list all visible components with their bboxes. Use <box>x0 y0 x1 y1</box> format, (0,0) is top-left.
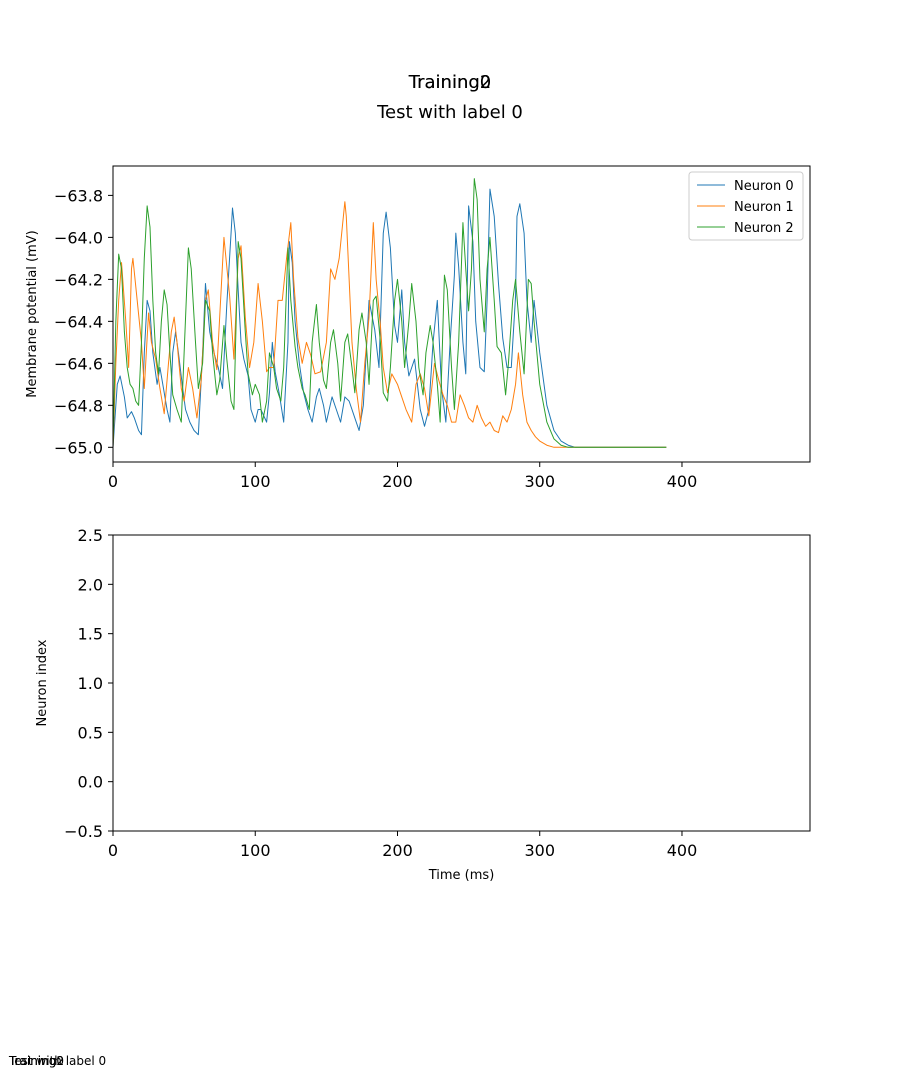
panel1-xtick-label: 100 <box>240 472 271 491</box>
panel1-legend-label-0: Neuron 0 <box>734 179 794 194</box>
panel2-xtick-label: 200 <box>382 841 413 860</box>
panel2-xtick-label: 100 <box>240 841 271 860</box>
panel2-ytick-label: 0.0 <box>78 773 103 792</box>
panel2-ytick-label: 0.5 <box>78 723 103 742</box>
panel2-xtick-label: 0 <box>108 841 118 860</box>
panel1-ytick-label: −64.0 <box>54 228 103 247</box>
panel1-ytick-label: −64.8 <box>54 396 103 415</box>
panel1-legend-label-2: Neuron 2 <box>734 221 794 236</box>
panel2-xtick-label: 300 <box>524 841 555 860</box>
panel1-ytick-label: −63.8 <box>54 186 103 205</box>
panel2-ytick-label: 2.0 <box>78 575 103 594</box>
panel1-ytick-label: −64.2 <box>54 270 103 289</box>
panel2-frame <box>112 534 811 832</box>
panel1-xtick-label: 200 <box>382 472 413 491</box>
figure-title: Training0 <box>408 72 492 93</box>
panel2-axes: 0 100 200 300 400 2.5 2.0 1.5 1.0 0.5 0.0 −0.5 Neuro… <box>35 526 811 883</box>
panel1-series-line-0 <box>113 188 667 448</box>
panel1-legend-label-1: Neuron 1 <box>734 200 794 215</box>
panel1-frame <box>112 165 811 463</box>
panel2-ylabel: Neuron index <box>35 639 50 726</box>
panel1-ytick-label: −64.6 <box>54 354 103 373</box>
panel1-xtick-label: 400 <box>667 472 698 491</box>
panel2-ytick-label: 2.5 <box>78 526 103 545</box>
panel1-ytick-label: −65.0 <box>54 438 103 457</box>
panel2-ytick-label: 1.0 <box>78 674 103 693</box>
figure-title-overlap: Training2 <box>408 72 492 93</box>
panel1-ylabel: Membrane potential (mV) <box>25 230 40 397</box>
footer-caption-test-label: Test with label 0 <box>9 1054 107 1068</box>
panel1-series-line-1 <box>113 201 667 448</box>
panel2-xtick-label: 400 <box>667 841 698 860</box>
footer-caption: Training0 <box>9 1054 64 1068</box>
panel1-legend-box <box>688 171 804 241</box>
panel1-legend: Neuron 0 Neuron 1 Neuron 2 <box>688 171 804 241</box>
panel2-ytick-label: 1.5 <box>78 625 103 644</box>
panel1-ytick-label: −64.4 <box>54 312 103 331</box>
panel1-series-line-2 <box>113 178 667 448</box>
footer-caption-overlap: Training2 <box>9 1054 64 1068</box>
panel2-ytick-label: −0.5 <box>64 822 103 841</box>
figure-subtitle: Test with label 0 <box>377 102 523 123</box>
panel1-xtick-label: 300 <box>524 472 555 491</box>
panel1-axes: 0 100 200 300 400 −63.8 −64.0 −64.2 −64.4 −64.6 −6… <box>25 165 811 491</box>
panel2-xlabel: Time (ms) <box>428 868 495 883</box>
panel1-xtick-label: 0 <box>108 472 118 491</box>
